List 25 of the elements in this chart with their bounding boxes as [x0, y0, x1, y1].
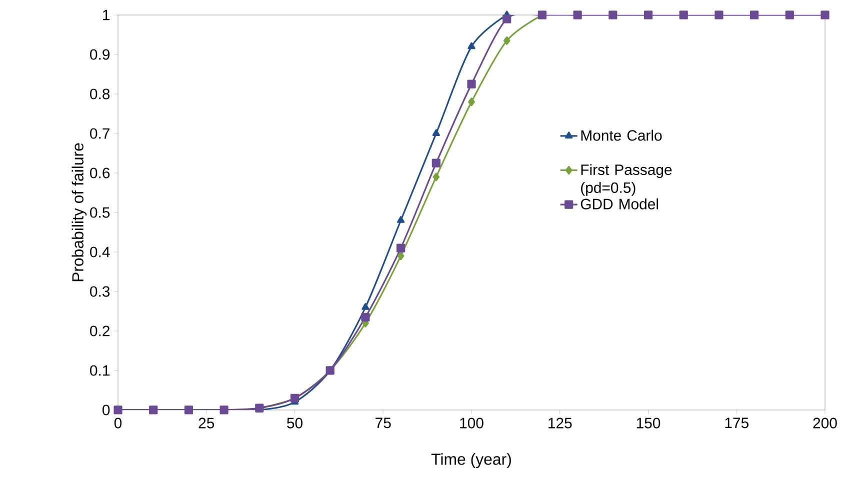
legend-label: First Passage (pd=0.5): [581, 164, 672, 196]
y-tick-label: 0.6: [90, 168, 110, 178]
x-tick-label: 175: [725, 418, 748, 428]
legend-label: GDD Model: [580, 198, 658, 210]
y-tick-label: 0.5: [90, 207, 110, 218]
y-tick-label: 1: [103, 10, 110, 20]
y-tick-label: 0.4: [90, 246, 110, 258]
y-tick-label: 0.2: [90, 326, 110, 336]
x-tick-label: 0: [114, 418, 122, 428]
y-tick-label: 0.1: [90, 365, 110, 376]
x-tick-label: 125: [548, 418, 572, 428]
x-tick-label: 25: [198, 418, 214, 428]
y-tick-label: 0.8: [90, 88, 110, 100]
y-axis-title: Probability of failure: [72, 143, 87, 282]
y-tick-label: 0.7: [90, 128, 110, 139]
x-tick-label: 75: [376, 418, 391, 428]
x-tick-label: 100: [460, 418, 484, 428]
legend-label: Monte Carlo: [581, 130, 662, 141]
x-axis-title: Time (year): [431, 453, 511, 468]
x-tick-label: 150: [636, 418, 660, 428]
y-tick-label: 0: [102, 404, 110, 416]
y-tick-label: 0.3: [90, 286, 110, 297]
y-tick-label: 0.9: [90, 49, 110, 60]
x-tick-label: 50: [287, 418, 302, 428]
x-tick-label: 200: [813, 418, 837, 428]
